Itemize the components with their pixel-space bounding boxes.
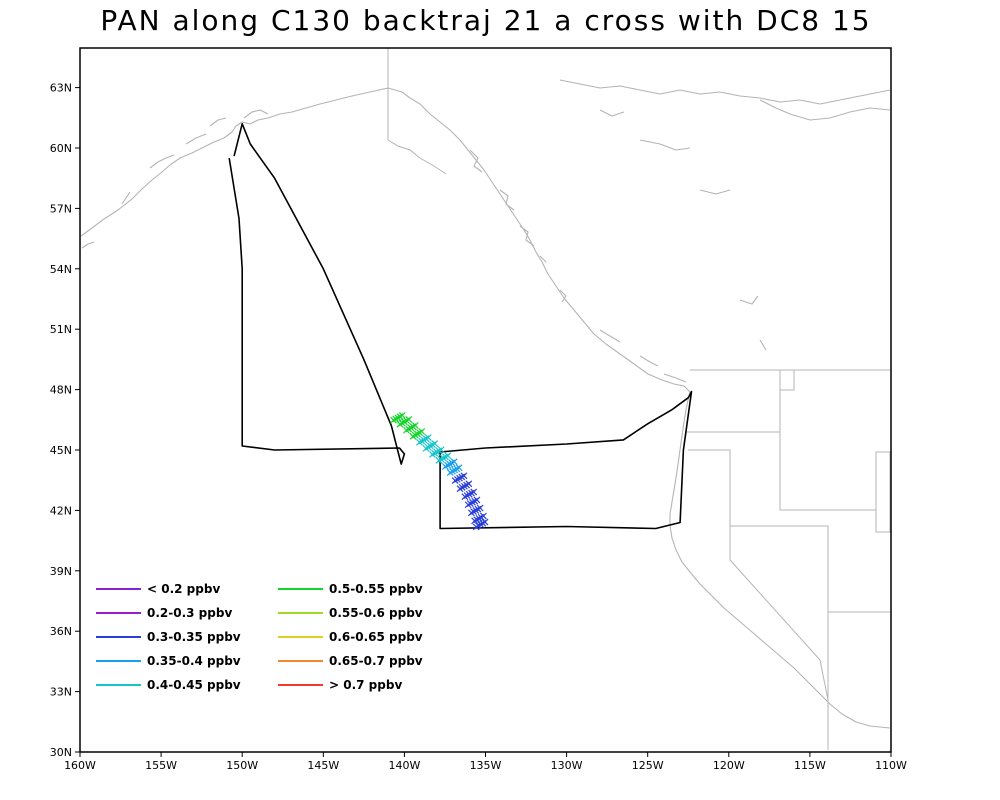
trajectory-marker <box>456 480 473 493</box>
flight-track-c130 <box>228 123 406 465</box>
trajectory-marker <box>390 411 406 424</box>
lat-tick-label: 30N <box>50 746 72 759</box>
legend-label: 0.6-0.65 ppbv <box>329 630 423 644</box>
lon-tick-label: 110W <box>875 759 907 772</box>
trajectory-markers-layer <box>390 411 489 531</box>
trajectory-marker <box>461 488 478 501</box>
lon-tick-label: 130W <box>551 759 583 772</box>
coastline-canada-inlets <box>469 149 687 383</box>
lat-tick-label: 54N <box>50 263 72 276</box>
lat-tick-label: 60N <box>50 142 72 155</box>
lon-tick-label: 125W <box>632 759 664 772</box>
lat-tick-label: 33N <box>50 686 72 699</box>
flight-track-dc8 <box>439 390 693 530</box>
lon-tick-label: 135W <box>470 759 502 772</box>
lat-tick-label: 51N <box>50 323 72 336</box>
trajectory-marker <box>409 428 426 440</box>
legend-label: 0.55-0.6 ppbv <box>329 606 423 620</box>
lat-tick-label: 36N <box>50 625 72 638</box>
trajectory-marker <box>472 518 489 531</box>
lat-tick-label: 42N <box>50 504 72 517</box>
coastline-northern-canada <box>559 79 891 351</box>
border-us-states <box>686 370 891 750</box>
map-title: PAN along C130 backtraj 21 a cross with … <box>100 4 871 37</box>
trajectory-marker <box>464 496 481 509</box>
trajectory-marker <box>451 472 468 485</box>
lon-tick-label: 155W <box>145 759 177 772</box>
lon-tick-label: 145W <box>307 759 339 772</box>
trajectory-marker <box>422 440 439 452</box>
lat-tick-label: 39N <box>50 565 72 578</box>
trajectory-marker <box>403 422 419 434</box>
geography-layer <box>80 48 891 750</box>
lat-tick-label: 48N <box>50 384 72 397</box>
legend-label: 0.35-0.4 ppbv <box>147 654 241 668</box>
trajectory-marker <box>429 446 445 458</box>
trajectory-marker <box>441 458 458 470</box>
legend-label: < 0.2 ppbv <box>147 582 220 596</box>
lon-tick-label: 115W <box>794 759 826 772</box>
lat-tick-label: 45N <box>50 444 72 457</box>
legend-label: 0.2-0.3 ppbv <box>147 606 232 620</box>
lat-tick-label: 57N <box>50 202 72 215</box>
trajectory-marker <box>416 434 432 446</box>
trajectory-marker <box>396 415 413 428</box>
legend-label: 0.5-0.55 ppbv <box>329 582 423 596</box>
trajectory-marker <box>435 452 452 464</box>
legend-label: > 0.7 ppbv <box>329 678 402 692</box>
lon-tick-label: 140W <box>388 759 420 772</box>
lat-tick-label: 63N <box>50 82 72 95</box>
legend-label: 0.3-0.35 ppbv <box>147 630 241 644</box>
trajectory-marker <box>471 512 487 525</box>
lon-tick-label: 120W <box>713 759 745 772</box>
border-alaska-canada <box>387 48 447 175</box>
trajectory-marker <box>446 464 463 476</box>
lon-tick-label: 160W <box>64 759 96 772</box>
lon-tick-label: 150W <box>226 759 258 772</box>
legend: < 0.2 ppbv 0.2-0.3 ppbv 0.3-0.35 ppbv 0.35-… <box>96 582 423 692</box>
legend-label: 0.65-0.7 ppbv <box>329 654 423 668</box>
coastline-alaska-islands <box>81 109 269 249</box>
trajectory-marker <box>467 504 484 517</box>
axis-layer: 160W 155W 150W 145W 140W 135W 130W 125W 120W 115W… <box>50 82 907 772</box>
coastline-alaska-canada-us <box>80 87 891 729</box>
flight-tracks-layer <box>228 123 693 530</box>
legend-label: 0.4-0.45 ppbv <box>147 678 241 692</box>
